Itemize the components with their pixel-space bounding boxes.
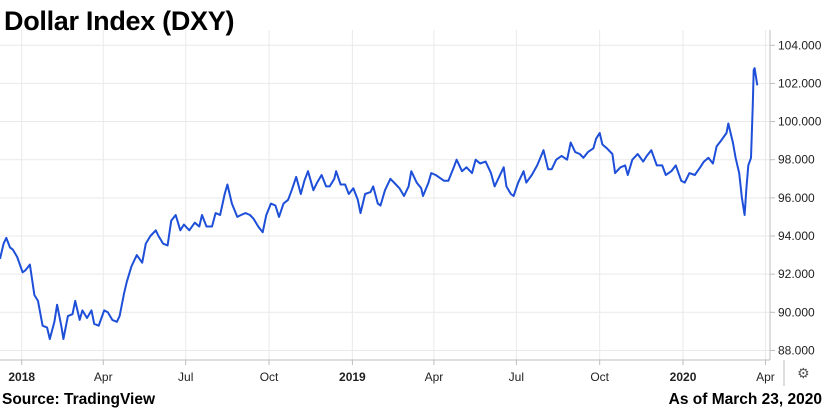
y-axis-ticks: 88.000 90.000 92.000 94.000 96.000 98.000 100.…: [770, 38, 822, 357]
gridlines: [0, 30, 770, 360]
y-tick-label: 92.000: [778, 267, 815, 281]
x-tick-label: Oct: [590, 370, 609, 384]
x-tick-label: Jul: [509, 370, 524, 384]
gear-icon[interactable]: ⚙: [797, 365, 810, 381]
x-tick-label: 2019: [339, 370, 366, 384]
x-tick-label: Apr: [425, 370, 444, 384]
y-tick-label: 100.000: [778, 115, 822, 129]
y-tick-label: 94.000: [778, 229, 815, 243]
y-tick-label: 88.000: [778, 343, 815, 357]
y-tick-label: 96.000: [778, 191, 815, 205]
x-tick-label: Oct: [260, 370, 279, 384]
source-note: Source: TradingView: [2, 391, 156, 408]
x-tick-label: 2020: [670, 370, 697, 384]
x-tick-label: Jul: [178, 370, 193, 384]
y-tick-label: 98.000: [778, 153, 815, 167]
dxy-series-line: [0, 67, 759, 340]
as-of-date: As of March 23, 2020: [668, 391, 822, 408]
x-axis-ticks: 2018 Apr Jul Oct 2019 Apr Jul Oct 2020 Apr: [8, 360, 775, 384]
x-tick-label: Apr: [756, 370, 775, 384]
y-tick-label: 104.000: [778, 38, 822, 52]
x-tick-label: Apr: [94, 370, 113, 384]
y-tick-label: 90.000: [778, 305, 815, 319]
x-tick-label: 2018: [8, 370, 35, 384]
chart-title: Dollar Index (DXY): [4, 6, 235, 36]
y-tick-label: 102.000: [778, 76, 822, 90]
